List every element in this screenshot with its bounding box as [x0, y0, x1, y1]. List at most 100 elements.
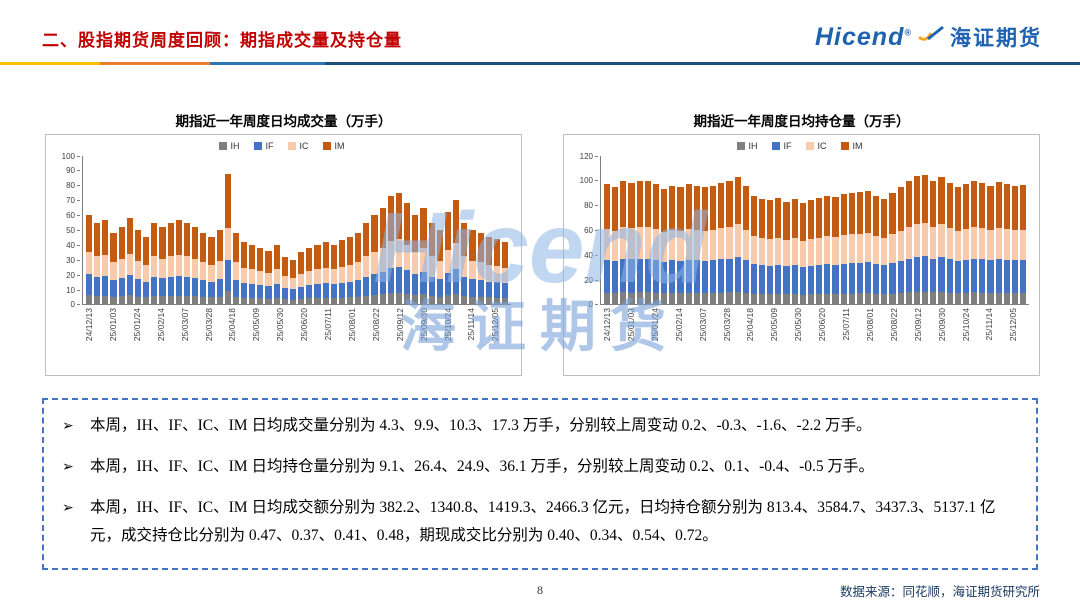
x-slot	[437, 306, 443, 368]
bar-segment-IC	[404, 245, 411, 271]
bar-segment-IM	[1003, 184, 1010, 230]
bar-segment-IH	[159, 296, 166, 304]
stacked-bar	[387, 156, 394, 304]
page-number: 8	[537, 583, 543, 597]
bar-segment-IF	[979, 259, 986, 293]
legend-swatch-IM	[322, 142, 331, 150]
x-slot: 25/10/24	[442, 306, 452, 368]
bar-segment-IM	[742, 185, 749, 230]
bar-segment-IH	[954, 293, 961, 304]
x-slot	[453, 306, 459, 368]
bar-segment-IM	[930, 180, 937, 227]
stacked-bar	[167, 156, 174, 304]
stacked-bar	[742, 156, 749, 304]
x-slot	[947, 306, 953, 368]
bar-segment-IM	[151, 222, 158, 257]
bar-segment-IF	[469, 279, 476, 297]
bar-segment-IH	[273, 298, 280, 304]
bar-segment-IM	[404, 203, 411, 246]
bar-segment-IF	[412, 274, 419, 296]
bar-segment-IM	[338, 240, 345, 267]
bar-segment-IC	[922, 222, 929, 257]
bar-segment-IM	[216, 230, 223, 261]
bar-segment-IM	[314, 244, 321, 270]
bar-segment-IC	[485, 264, 492, 282]
stacked-bar	[889, 156, 896, 304]
bar-segment-IF	[208, 281, 215, 298]
bar-segment-IH	[905, 292, 912, 304]
bar-segment-IM	[604, 184, 611, 230]
bar-segment-IM	[905, 180, 912, 227]
stacked-bar	[685, 156, 692, 304]
stacked-bar	[86, 156, 93, 304]
bar-segment-IC	[102, 254, 109, 276]
bar-segment-IF	[848, 263, 855, 294]
bar-segment-IC	[726, 226, 733, 259]
x-tick-label: 25/04/18	[745, 308, 756, 342]
stacked-bar	[824, 156, 831, 304]
bar-segment-IH	[995, 292, 1002, 304]
stacked-bar	[954, 156, 961, 304]
x-slot: 25/02/14	[673, 306, 683, 368]
bar-segment-IM	[775, 197, 782, 238]
bar-segment-IM	[208, 237, 215, 265]
stacked-bar	[94, 156, 101, 304]
legend-swatch-IC	[805, 142, 814, 150]
bar-segment-IC	[758, 238, 766, 266]
bar-segment-IF	[644, 258, 651, 293]
bar-segment-IM	[962, 184, 970, 230]
stacked-bar	[175, 156, 182, 304]
bar-segment-IH	[604, 292, 611, 304]
stacked-bar	[330, 156, 337, 304]
bar-segment-IC	[783, 240, 790, 267]
stacked-bar	[143, 156, 150, 304]
bar-segment-IH	[118, 296, 125, 304]
stacked-bar	[604, 156, 611, 304]
stacked-bar	[620, 156, 627, 304]
x-slot: 25/08/22	[371, 306, 381, 368]
bar-segment-IM	[224, 173, 231, 228]
bar-segment-IF	[758, 265, 766, 295]
bar-segment-IC	[477, 262, 484, 281]
bar-segment-IC	[216, 260, 223, 280]
bar-segment-IC	[192, 259, 199, 279]
bar-segment-IF	[710, 260, 717, 293]
bar-segment-IF	[742, 260, 749, 293]
x-slot	[174, 306, 180, 368]
chart-legend: IH IF IC IM	[52, 138, 511, 156]
bar-segment-IM	[685, 184, 692, 230]
bar-segment-IC	[338, 266, 345, 283]
bar-segment-IF	[685, 259, 692, 293]
bar-segment-IH	[281, 299, 288, 304]
bar-segment-IM	[791, 199, 798, 239]
bar-segment-IF	[661, 261, 668, 294]
stacked-bar	[710, 156, 717, 304]
bar-segment-IC	[856, 233, 863, 263]
bar-segment-IH	[873, 293, 880, 304]
divider-segment-navy	[325, 62, 1080, 65]
stacked-bar	[1003, 156, 1010, 304]
bar-segment-IM	[453, 200, 460, 244]
bar-segment-IM	[159, 227, 166, 260]
x-tick-label: 25/12/05	[490, 308, 501, 342]
bar-segment-IF	[86, 274, 93, 296]
bar-segment-IC	[897, 230, 904, 261]
stacked-bar	[897, 156, 904, 304]
plot-row: 120 100 80 60 40 20 0	[570, 152, 1029, 309]
bar-segment-IM	[281, 256, 288, 277]
bullet-arrow-icon: ➢	[62, 459, 74, 475]
stacked-bar	[693, 156, 700, 304]
bar-segment-IH	[1019, 292, 1027, 304]
bar-segment-IM	[946, 183, 953, 229]
x-slot: 25/07/11	[323, 306, 333, 368]
bar-segment-IM	[816, 197, 823, 238]
x-tick-label: 25/10/24	[960, 308, 971, 342]
stacked-bar	[1019, 156, 1027, 304]
x-slot	[476, 306, 482, 368]
bar-segment-IH	[444, 294, 452, 304]
bar-segment-IF	[807, 265, 815, 295]
bullet-item: ➢ 本周，IH、IF、IC、IM 日均持仓量分别为 9.1、26.4、24.9、…	[62, 453, 1014, 481]
x-tick-label: 25/03/07	[697, 308, 708, 342]
bar-segment-IH	[775, 294, 782, 304]
x-slot: 25/01/03	[108, 306, 118, 368]
